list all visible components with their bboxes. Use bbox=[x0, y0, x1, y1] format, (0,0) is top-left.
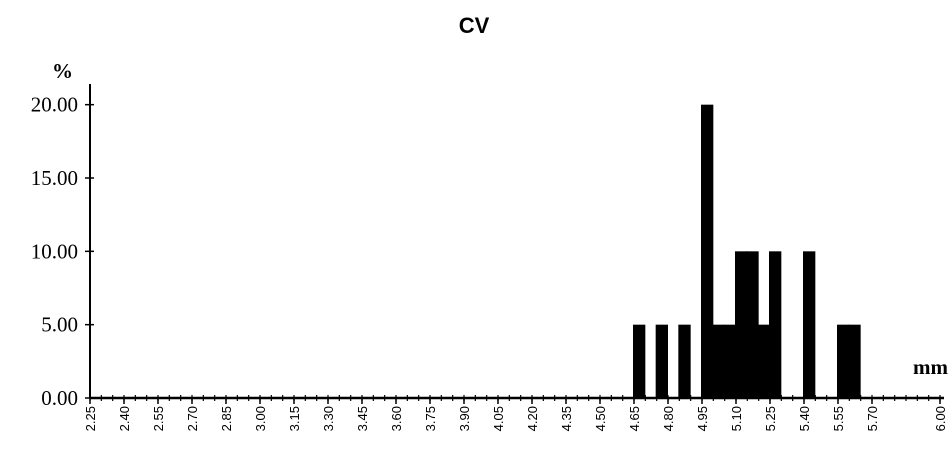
x-tick-label: 5.25 bbox=[763, 406, 778, 431]
x-tick-label: 4.95 bbox=[695, 406, 710, 431]
histogram-bar bbox=[723, 324, 736, 398]
x-tick-label: 5.40 bbox=[797, 406, 812, 431]
y-ticks-layer: 0.00 5.00 10.00 15.00 20.00 bbox=[31, 93, 94, 410]
histogram-bar bbox=[746, 251, 759, 398]
chart-title: CV bbox=[459, 13, 490, 38]
x-tick-label: 3.00 bbox=[253, 406, 268, 431]
x-tick-label: 2.85 bbox=[219, 406, 234, 431]
x-tick-label: 4.80 bbox=[661, 406, 676, 431]
bars-layer bbox=[633, 104, 861, 399]
histogram-bar bbox=[712, 324, 725, 398]
x-tick-label: 4.05 bbox=[491, 406, 506, 431]
histogram-bar bbox=[848, 324, 861, 398]
y-tick-label: 15.00 bbox=[31, 166, 78, 190]
histogram-bar bbox=[803, 251, 816, 398]
y-tick-label: 5.00 bbox=[41, 313, 78, 337]
x-tick-label: 3.30 bbox=[321, 406, 336, 431]
x-tick-label: 3.45 bbox=[355, 406, 370, 431]
histogram-bar bbox=[655, 324, 668, 398]
x-tick-label: 5.10 bbox=[729, 406, 744, 431]
y-axis-unit-label: % bbox=[52, 59, 73, 83]
x-ticks-layer: 2.25 2.40 2.55 2.70 2.85 3.00 3.15 3.30 3.45 3.60… bbox=[83, 398, 948, 431]
x-tick-label: 2.40 bbox=[117, 406, 132, 431]
y-tick-label: 20.00 bbox=[31, 93, 78, 117]
x-tick-label: 3.15 bbox=[287, 406, 302, 431]
axes-layer bbox=[89, 84, 944, 401]
histogram-bar bbox=[837, 324, 850, 398]
x-tick-label: 2.70 bbox=[185, 406, 200, 431]
x-tick-label: 3.90 bbox=[457, 406, 472, 431]
y-tick-label: 0.00 bbox=[41, 386, 78, 410]
x-tick-label: 5.55 bbox=[831, 406, 846, 431]
x-tick-label: 2.25 bbox=[83, 406, 98, 431]
x-axis-unit-label: mm bbox=[913, 355, 948, 379]
x-tick-label: 4.65 bbox=[627, 406, 642, 431]
x-tick-label: 5.70 bbox=[865, 406, 880, 431]
x-tick-label: 4.35 bbox=[559, 406, 574, 431]
y-tick-label: 10.00 bbox=[31, 239, 78, 263]
x-tick-label: 3.60 bbox=[389, 406, 404, 431]
x-tick-label: 4.50 bbox=[593, 406, 608, 431]
histogram-bar bbox=[633, 324, 646, 398]
x-tick-label: 6.00 bbox=[933, 406, 948, 431]
histogram-bar bbox=[757, 324, 770, 398]
histogram-bar bbox=[769, 251, 782, 398]
histogram-bar bbox=[701, 104, 714, 399]
x-tick-label: 3.75 bbox=[423, 406, 438, 431]
x-tick-label: 2.55 bbox=[151, 406, 166, 431]
histogram-bar bbox=[735, 251, 748, 398]
histogram-bar bbox=[678, 324, 691, 398]
x-tick-label: 4.20 bbox=[525, 406, 540, 431]
